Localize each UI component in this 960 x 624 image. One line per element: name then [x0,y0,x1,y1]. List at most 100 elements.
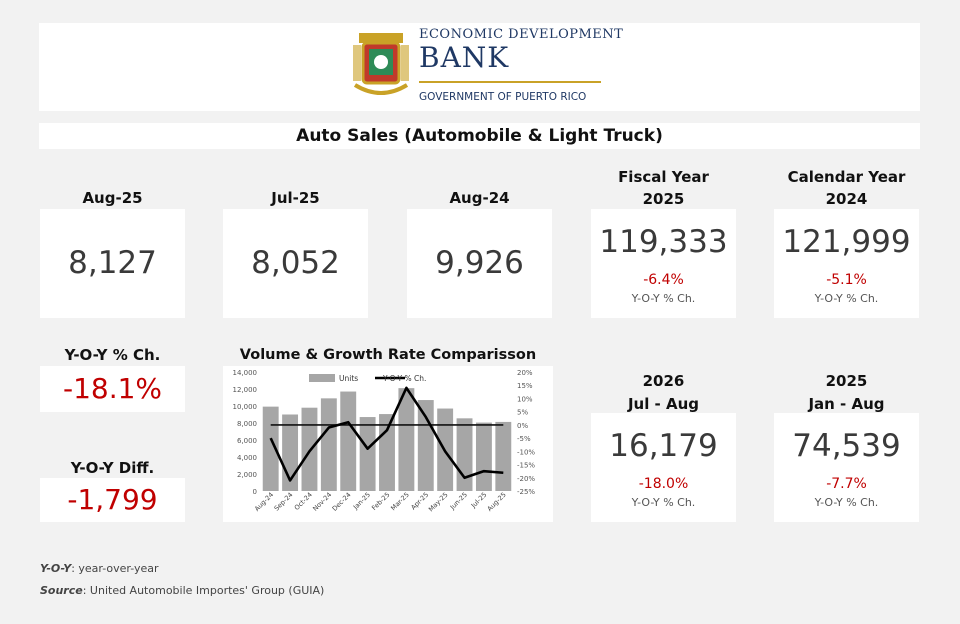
calendar-year-pct: -5.1% [826,272,867,288]
footnote-source-def: : United Automobile Importes' Group (GUI… [82,584,325,597]
x-tick-label: Jun-25 [448,491,469,512]
period1-label-2: Jul - Aug [627,395,700,413]
fiscal-year-pct: -6.4% [643,272,684,288]
calendar-year-value: 121,999 [782,224,911,260]
kpi-card-aug24: 9,926 [407,209,552,318]
footnote-source: Source: United Automobile Importes' Grou… [40,584,324,597]
yoy-diff-card: -1,799 [40,478,185,522]
period2-label-1: 2025 [825,372,868,390]
yoy-pct-label: Y-O-Y % Ch. [64,346,161,364]
period2-label-2: Jan - Aug [808,395,885,413]
bank-name-line3: GOVERNMENT OF PUERTO RICO [419,91,587,103]
fiscal-year-label-1: Fiscal Year [618,168,709,186]
fiscal-year-label-2: 2025 [642,190,685,208]
x-tick-label: Aug-25 [486,491,508,513]
kpi-value-jul25: 8,052 [251,245,340,281]
x-tick-label: Sep-24 [273,491,295,513]
chart-title: Volume & Growth Rate Comparisson [239,347,537,363]
kpi-value-aug24: 9,926 [435,245,524,281]
y-right-tick-label: -5% [517,435,531,443]
y-right-tick-label: 15% [517,382,533,390]
legend-yoy-label: Y-O-Y % Ch. [382,374,426,383]
legend-units-label: Units [339,374,358,383]
y-right-tick-label: -20% [517,475,535,483]
coat-of-arms-logo [353,33,409,95]
bank-name-line2: BANK [419,41,510,74]
period1-card: 16,179 -18.0% Y-O-Y % Ch. [591,413,736,522]
footnote-source-term: Source [40,584,83,597]
x-tick-label: Jan-25 [351,491,372,512]
bar-Apr-25 [417,400,434,491]
y-right-tick-label: 20% [517,369,533,377]
page-title: Auto Sales (Automobile & Light Truck) [39,123,920,149]
volume-growth-chart: 14,000 12,000 10,000 8,000 6,000 4,000 2,000 0 2… [233,369,536,514]
period1-label-1: 2026 [642,372,685,390]
y-right-tick-label: 5% [517,409,528,417]
page-title-text: Auto Sales (Automobile & Light Truck) [296,126,663,146]
period1-pct: -18.0% [638,476,689,492]
x-tick-label: Dec-24 [331,491,353,513]
yoy-line [269,386,504,482]
fiscal-year-note: Y-O-Y % Ch. [631,292,696,305]
y-right-tick-label: -25% [517,488,535,496]
y-left-tick-label: 10,000 [233,403,258,411]
footnote-yoy-term: Y-O-Y [40,562,72,575]
y-left-tick-label: 12,000 [233,386,258,394]
kpi-label-aug25: Aug-25 [82,189,143,207]
y-right-tick-label: 10% [517,395,533,403]
calendar-year-label: Calendar Year 2024 [774,166,919,210]
kpi-card-jul25: 8,052 [223,209,368,318]
gold-rule [419,81,601,83]
period1-value: 16,179 [609,428,718,464]
y-left-tick-label: 0 [253,488,257,496]
bar-Aug-24 [262,406,279,491]
y-left-tick-label: 6,000 [237,437,257,445]
calendar-year-note: Y-O-Y % Ch. [814,292,879,305]
x-tick-label: May-25 [427,491,450,514]
fiscal-year-value: 119,333 [599,224,728,260]
yoy-diff-label: Y-O-Y Diff. [70,459,155,477]
x-tick-label: Oct-24 [293,491,314,512]
y-right-tick-label: 0% [517,422,528,430]
bank-name-line1: ECONOMIC DEVELOPMENT [419,27,624,42]
x-tick-label: Nov-24 [311,491,333,513]
period2-label: 2025 Jan - Aug [774,370,919,416]
period1-label: 2026 Jul - Aug [591,370,736,416]
header-banner: ECONOMIC DEVELOPMENT BANK GOVERNMENT OF … [39,23,920,111]
y-right-tick-label: -10% [517,448,535,456]
y-left-tick-label: 14,000 [233,369,258,377]
bar-Mar-25 [398,388,415,491]
yoy-diff-value: -1,799 [67,483,158,516]
bar-Nov-24 [320,398,337,491]
kpi-label-aug24: Aug-24 [449,189,510,207]
kpi-value-aug25: 8,127 [68,245,157,281]
bar-Jan-25 [359,417,376,491]
bar-Jul-25 [475,422,492,491]
period2-pct: -7.7% [826,476,867,492]
y-left-tick-label: 2,000 [237,471,257,479]
yoy-pct-value: -18.1% [62,372,163,405]
footnote-yoy: Y-O-Y: year-over-year [40,562,159,575]
bar-Dec-24 [340,391,357,491]
footnote-yoy-def: : year-over-year [71,562,159,575]
fiscal-year-label: Fiscal Year 2025 [591,166,736,210]
period2-note: Y-O-Y % Ch. [814,496,879,509]
calendar-year-label-2: 2024 [825,190,868,208]
y-left-tick-label: 4,000 [237,454,257,462]
period2-card: 74,539 -7.7% Y-O-Y % Ch. [774,413,919,522]
kpi-label-jul25: Jul-25 [271,189,320,207]
calendar-year-card: 121,999 -5.1% Y-O-Y % Ch. [774,209,919,318]
bar-Aug-25 [495,421,512,491]
calendar-year-label-1: Calendar Year [787,168,906,186]
bar-Jun-25 [456,418,473,491]
fiscal-year-card: 119,333 -6.4% Y-O-Y % Ch. [591,209,736,318]
period1-note: Y-O-Y % Ch. [631,496,696,509]
kpi-card-aug25: 8,127 [40,209,185,318]
yoy-pct-card: -18.1% [40,366,185,412]
period2-value: 74,539 [792,428,901,464]
y-left-tick-label: 8,000 [237,420,257,428]
y-right-tick-label: -15% [517,462,535,470]
x-tick-label: Feb-25 [370,491,391,512]
x-tick-label: Mar-25 [389,491,411,513]
legend-units-swatch [309,374,335,382]
